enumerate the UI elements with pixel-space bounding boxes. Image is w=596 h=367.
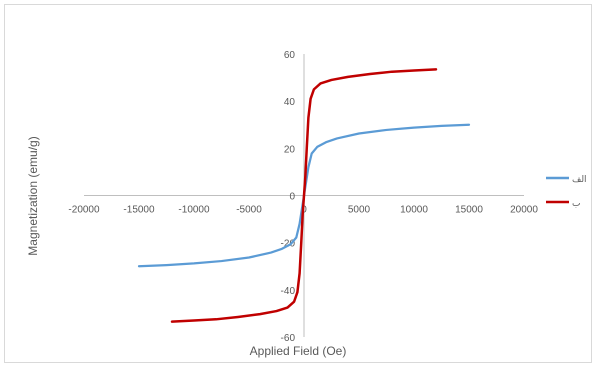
y-axis-title: Magnetization (emu/g) <box>26 136 40 255</box>
x-tick-label: -5000 <box>236 205 262 216</box>
tick-labels: -20000 -15000 -10000 -5000 0 5000 10000 15000 20… <box>68 50 538 344</box>
y-tick-label: 0 <box>289 192 295 203</box>
x-tick-label: 15000 <box>455 205 483 216</box>
x-tick-label: -20000 <box>68 205 100 216</box>
plot-area <box>137 68 471 323</box>
legend-label-1: الف <box>572 174 587 184</box>
legend: الف ب <box>546 174 587 208</box>
series-line-2 <box>170 68 438 323</box>
x-tick-label: 10000 <box>400 205 428 216</box>
y-tick-label: 60 <box>284 50 296 61</box>
legend-label-2: ب <box>572 198 580 208</box>
x-axis-title: Applied Field (Oe) <box>250 344 347 358</box>
y-tick-label: 40 <box>284 97 296 108</box>
x-tick-label: -15000 <box>123 205 155 216</box>
y-tick-label: -40 <box>281 286 296 297</box>
y-tick-label: 20 <box>284 144 296 155</box>
chart-container <box>4 4 592 363</box>
y-tick-label: -60 <box>281 333 296 344</box>
x-tick-label: 5000 <box>348 205 371 216</box>
x-tick-label: 20000 <box>510 205 538 216</box>
x-tick-label: -10000 <box>178 205 210 216</box>
y-tick-label: -20 <box>281 239 296 250</box>
